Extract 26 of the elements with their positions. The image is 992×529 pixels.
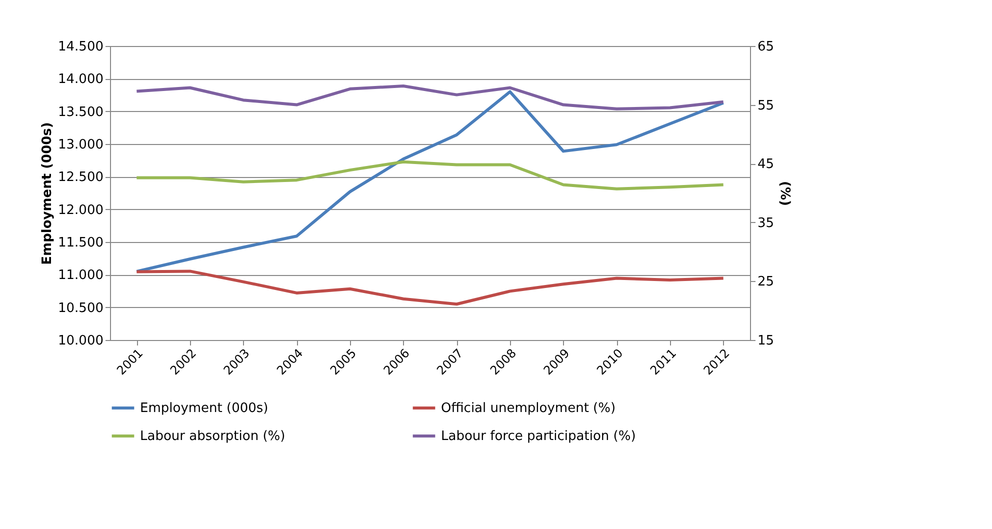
y2-tick-label: 45 <box>758 157 774 172</box>
y2-tick-label: 35 <box>758 216 774 231</box>
legend-label: Official unemployment (%) <box>441 401 616 416</box>
legend-label: Employment (000s) <box>140 401 268 416</box>
line-series <box>135 90 725 273</box>
line-series <box>135 160 725 190</box>
y2-axis-title: (%) <box>777 181 792 206</box>
y-axis-title: Employment (000s) <box>40 122 56 265</box>
y-tick-label: 12.500 <box>58 170 104 186</box>
y2-tick-label: 55 <box>758 98 774 114</box>
y2-tick-label: 25 <box>758 274 774 290</box>
y-tick-label: 11.000 <box>58 268 104 284</box>
y-tick-label: 14.000 <box>58 72 104 88</box>
legend-label: Labour absorption (%) <box>140 429 286 444</box>
y-tick-label: 12.000 <box>58 202 104 218</box>
y-tick-label: 13.500 <box>58 104 104 120</box>
y2-tick-label: 65 <box>758 40 774 54</box>
y-tick-label: 10.500 <box>58 300 104 316</box>
y2-tick-label: 15 <box>758 334 774 348</box>
y-tick-label: 13.000 <box>58 138 104 152</box>
legend-label: Labour force participation (%) <box>441 429 636 444</box>
y-tick-label: 14.500 <box>58 40 104 54</box>
y-tick-label: 10.000 <box>58 334 104 348</box>
y-tick-label: 11.500 <box>58 236 104 250</box>
line-series <box>135 270 725 306</box>
line-series <box>135 84 725 110</box>
